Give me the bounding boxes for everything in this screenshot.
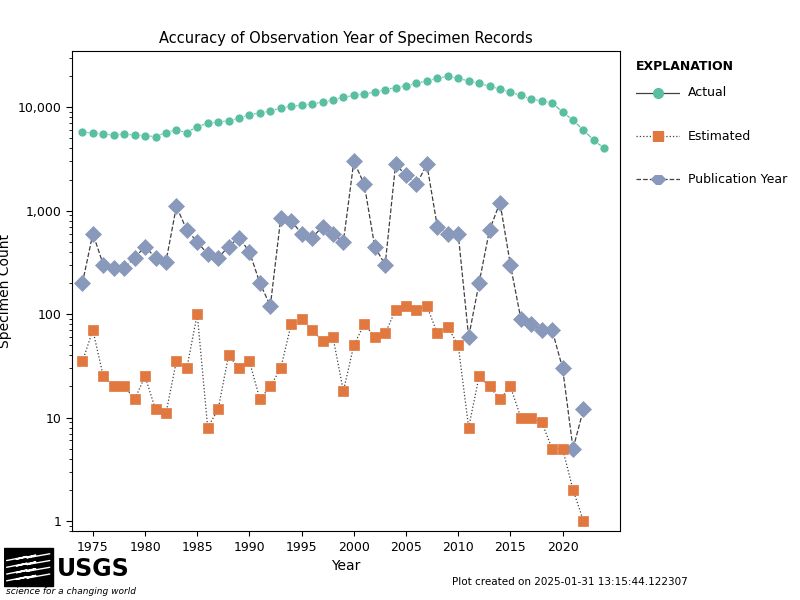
Y-axis label: Specimen Count: Specimen Count [0,234,12,348]
Title: Accuracy of Observation Year of Specimen Records: Accuracy of Observation Year of Specimen… [159,31,533,46]
Bar [4,548,54,586]
Text: Estimated: Estimated [688,130,751,143]
Text: Plot created on 2025-01-31 13:15:44.122307: Plot created on 2025-01-31 13:15:44.1223… [452,577,688,587]
Text: Publication Year: Publication Year [688,173,787,186]
Text: Actual: Actual [688,86,727,100]
Text: science for a changing world: science for a changing world [6,587,136,596]
X-axis label: Year: Year [331,559,361,573]
Text: EXPLANATION: EXPLANATION [636,60,734,73]
Text: USGS: USGS [57,557,130,581]
